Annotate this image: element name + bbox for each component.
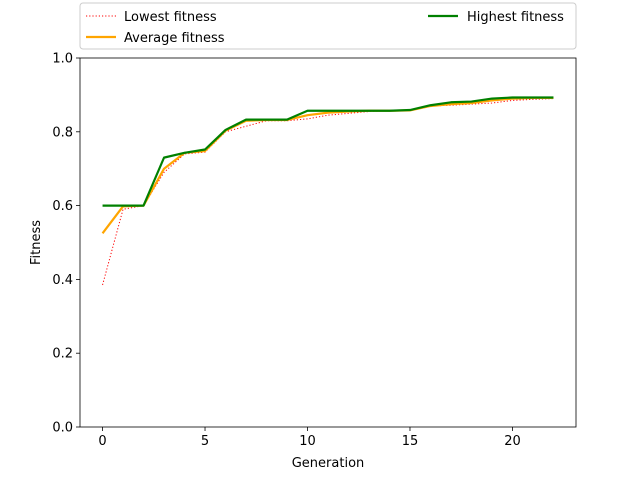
series-line-average-fitness	[101, 96, 554, 234]
plot-lines	[101, 96, 554, 286]
legend: Lowest fitness Average fitness Highest f…	[79, 2, 577, 50]
legend-entry-average-fitness: Average fitness	[124, 31, 225, 46]
x-tick-label: 5	[201, 434, 209, 449]
y-tick-label: 0.4	[52, 273, 73, 288]
legend-entry-lowest-fitness: Lowest fitness	[124, 10, 217, 25]
y-axis-ticks: 0.0 0.2 0.4 0.6 0.8 1.0	[52, 52, 80, 436]
y-tick-label: 0.6	[52, 199, 73, 214]
x-tick-label: 0	[98, 434, 106, 449]
x-axis-ticks: 0 5 10 15 20	[98, 427, 521, 449]
series-line-lowest-fitness	[102, 98, 554, 286]
legend-box	[79, 2, 577, 50]
plot-frame	[79, 57, 577, 428]
y-tick-label: 0.8	[52, 125, 73, 140]
series-line-highest-fitness	[102, 96, 554, 207]
y-tick-label: 0.2	[52, 347, 73, 362]
legend-entry-highest-fitness: Highest fitness	[467, 10, 564, 25]
x-tick-label: 15	[402, 434, 419, 449]
x-tick-label: 10	[299, 434, 316, 449]
y-tick-label: 1.0	[52, 52, 73, 67]
y-axis-label: Fitness	[29, 220, 44, 265]
x-tick-label: 20	[504, 434, 521, 449]
x-axis-label: Generation	[292, 456, 365, 471]
y-tick-label: 0.0	[52, 421, 73, 436]
